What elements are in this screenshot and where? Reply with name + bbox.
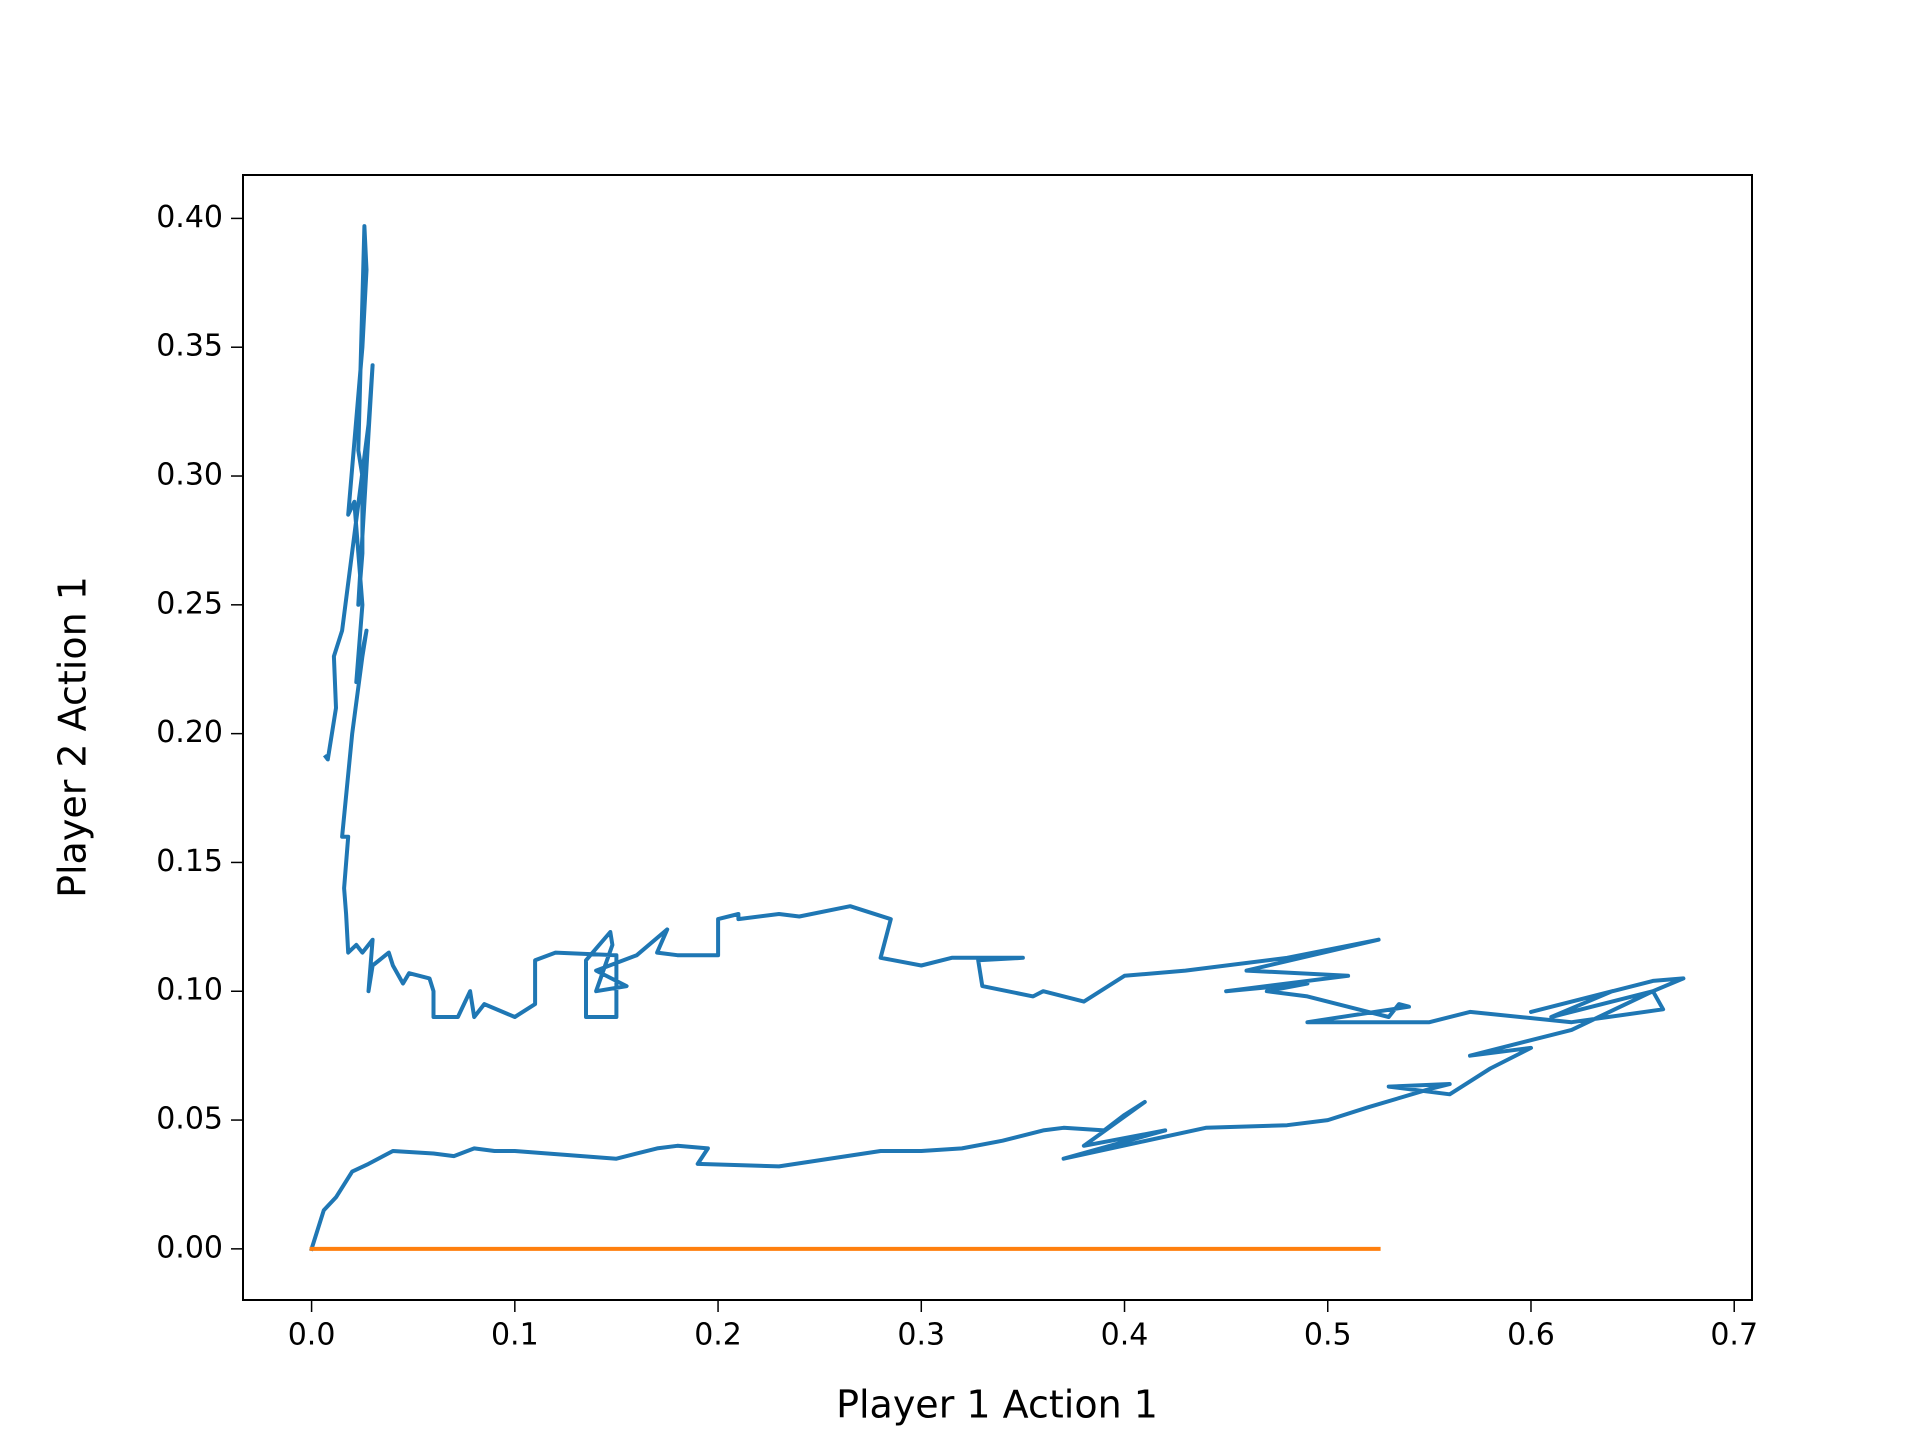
x-axis-label: Player 1 Action 1 xyxy=(836,1383,1158,1427)
y-tick-label: 0.00 xyxy=(156,1230,223,1265)
plot-frame xyxy=(242,174,1753,1301)
x-tick-label: 0.4 xyxy=(1101,1318,1149,1353)
y-axis-label: Player 2 Action 1 xyxy=(51,576,95,898)
x-tick-label: 0.7 xyxy=(1710,1318,1758,1353)
y-tick-label: 0.30 xyxy=(156,458,223,493)
y-tick-label: 0.05 xyxy=(156,1102,223,1137)
y-tick-label: 0.40 xyxy=(156,200,223,235)
y-tick-label: 0.15 xyxy=(156,844,223,879)
y-tick-label: 0.10 xyxy=(156,973,223,1008)
x-tick-label: 0.0 xyxy=(288,1318,336,1353)
data-line xyxy=(309,224,1686,1252)
y-tick-label: 0.25 xyxy=(156,586,223,621)
x-tick-label: 0.5 xyxy=(1304,1318,1352,1353)
x-tick-label: 0.6 xyxy=(1507,1318,1555,1353)
x-tick-label: 0.3 xyxy=(897,1318,945,1353)
x-tick-label: 0.2 xyxy=(694,1318,742,1353)
x-tick-label: 0.1 xyxy=(491,1318,539,1353)
y-tick-label: 0.35 xyxy=(156,329,223,364)
y-tick-label: 0.20 xyxy=(156,715,223,750)
